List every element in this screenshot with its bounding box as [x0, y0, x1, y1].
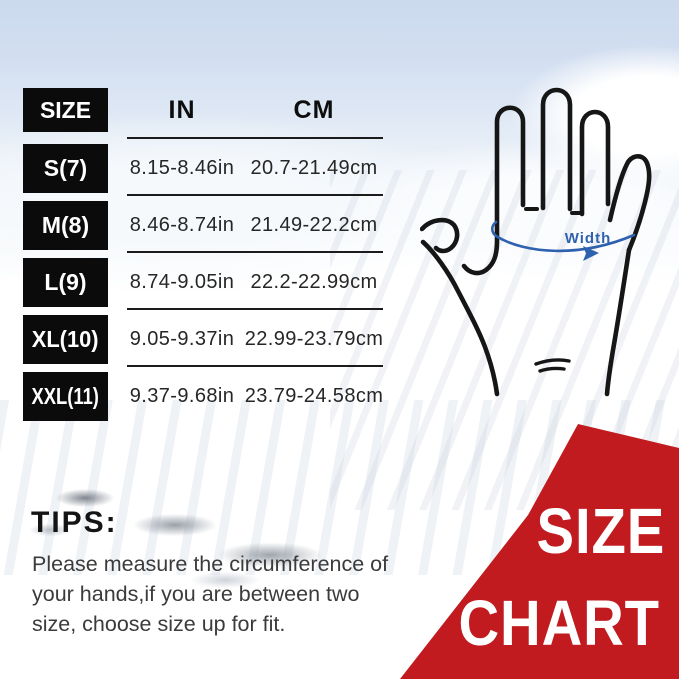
row-separator: [127, 365, 383, 367]
size-label: M(8): [41, 212, 90, 238]
in-value-s: 8.15-8.46in: [129, 157, 235, 179]
ring-finger-path: [579, 109, 611, 217]
thumb-top-path: [419, 217, 460, 254]
table-header-in: IN: [168, 95, 196, 124]
width-arrow: [490, 220, 636, 261]
tips-title: TIPS:: [31, 506, 118, 539]
size-label: S(7): [43, 155, 88, 181]
width-arc-hook: [490, 220, 498, 238]
size-cell-xl: XL(10): [23, 315, 108, 364]
size-cell-m: M(8): [23, 201, 108, 250]
in-value-l: 8.74-9.05in: [129, 271, 235, 293]
middle-finger-path: [540, 87, 573, 212]
in-value-m: 8.46-8.74in: [129, 214, 235, 236]
tips-text: Please measure the circumference of your…: [32, 552, 389, 636]
width-label: Width: [565, 230, 612, 247]
row-separator: [127, 308, 383, 310]
badge-word-size: SIZE: [536, 495, 665, 567]
width-arc: [494, 233, 636, 253]
cm-value-m: 21.49-22.2cm: [250, 214, 378, 236]
rock-outcrop-texture: [15, 480, 375, 600]
size-cell-l: L(9): [23, 258, 108, 307]
size-label: L(9): [44, 269, 87, 295]
hand-measurement-diagram: Width: [419, 78, 679, 423]
thumb-lower-wrist-path: [420, 239, 500, 397]
in-value-xxl: 9.37-9.68in: [129, 385, 235, 407]
table-header-size: SIZE: [23, 88, 108, 132]
wrist-crease: [534, 358, 571, 366]
size-header-label: SIZE: [39, 96, 92, 123]
table-header-cm: CM: [293, 95, 335, 124]
size-label: XL(10): [32, 326, 99, 352]
size-cell-s: S(7): [23, 144, 108, 193]
row-separator: [127, 251, 383, 253]
in-value-xl: 9.05-9.37in: [129, 328, 235, 350]
hand-outline-icon: Width: [419, 87, 652, 397]
cm-value-xxl: 23.79-24.58cm: [244, 385, 384, 407]
row-separator: [127, 194, 383, 196]
palm-right-path: [604, 247, 632, 397]
wrist-crease: [538, 366, 566, 373]
size-label: XXL(11): [31, 383, 100, 409]
pinky-finger-path: [607, 154, 652, 253]
width-arrowhead: [583, 246, 599, 261]
cm-value-l: 22.2-22.99cm: [250, 271, 378, 293]
index-finger-path: [461, 105, 526, 276]
row-separator: [127, 137, 383, 139]
cm-value-xl: 22.99-23.79cm: [244, 328, 384, 350]
size-cell-xxl: XXL(11): [23, 372, 108, 421]
badge-word-chart: CHART: [458, 587, 660, 659]
cm-value-s: 20.7-21.49cm: [250, 157, 378, 179]
